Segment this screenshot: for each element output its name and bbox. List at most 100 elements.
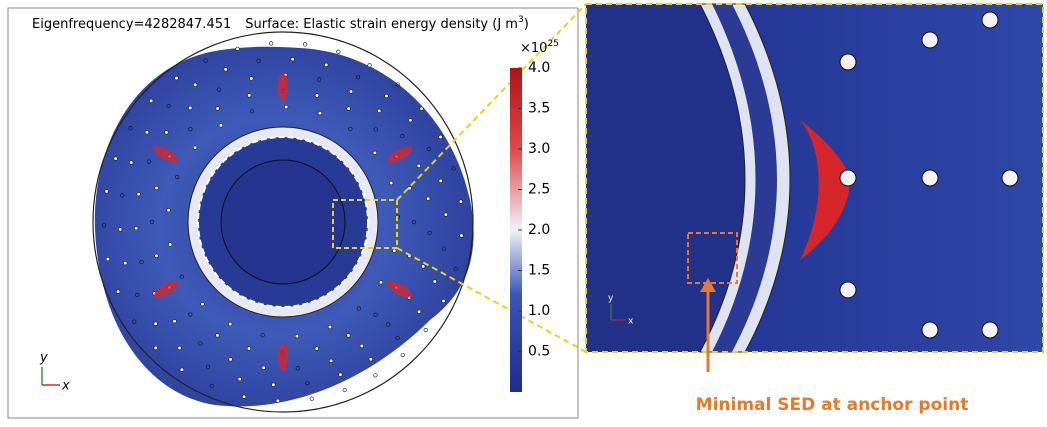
hole xyxy=(193,82,198,87)
hole xyxy=(314,93,320,98)
hole xyxy=(128,125,133,131)
zoom-hole xyxy=(981,321,999,339)
hole xyxy=(228,322,233,327)
hole xyxy=(348,89,354,94)
hole xyxy=(146,159,152,164)
zoom-hole xyxy=(839,169,857,187)
hole xyxy=(269,41,274,46)
hole xyxy=(247,93,252,98)
hole xyxy=(356,306,361,311)
hole xyxy=(275,398,280,404)
hole xyxy=(459,233,464,238)
anchor-box xyxy=(687,232,738,284)
hole xyxy=(342,387,347,393)
hole xyxy=(271,382,276,387)
hole xyxy=(348,126,353,131)
hole xyxy=(205,364,211,369)
eigenfrequency: Eigenfrequency=4282847.451 xyxy=(32,17,231,32)
hole xyxy=(113,156,118,161)
hole xyxy=(241,394,247,399)
stress-lobe xyxy=(278,343,288,371)
hole xyxy=(218,123,224,128)
hole xyxy=(154,253,159,258)
hole xyxy=(166,208,171,213)
hole xyxy=(246,346,252,351)
hole xyxy=(179,274,184,279)
hole xyxy=(164,130,169,135)
hole xyxy=(411,220,417,225)
hole xyxy=(120,193,125,198)
hole xyxy=(438,178,443,183)
hole xyxy=(389,180,394,186)
hole xyxy=(355,75,361,80)
hole xyxy=(329,358,334,364)
hole xyxy=(392,248,397,253)
hole xyxy=(188,127,193,132)
hole xyxy=(129,160,134,165)
hole xyxy=(101,223,107,228)
hole xyxy=(367,63,372,68)
hole xyxy=(378,280,384,285)
axis-label: x xyxy=(61,379,70,394)
hole xyxy=(373,373,378,378)
colorbar-tick-label: 3.0 xyxy=(528,141,550,157)
zoom-hole xyxy=(1001,169,1019,187)
hole xyxy=(338,372,343,377)
hole xyxy=(309,396,314,401)
title: Eigenfrequency=4282847.451 Surface: Elast… xyxy=(32,15,529,32)
hole xyxy=(416,163,421,168)
hole xyxy=(432,279,437,284)
zoom-high-sed xyxy=(800,120,850,260)
hole xyxy=(295,366,300,371)
zoom-guide xyxy=(396,3,587,201)
colorbar-tick-label: 4.0 xyxy=(528,60,550,76)
axis-triad: y x xyxy=(39,351,70,394)
hole xyxy=(136,192,141,197)
hole xyxy=(386,322,391,327)
hole xyxy=(373,312,378,317)
hole xyxy=(408,118,413,123)
hole xyxy=(260,333,265,338)
hole xyxy=(198,341,203,346)
hole xyxy=(421,264,426,269)
hole xyxy=(416,309,422,314)
plate xyxy=(92,31,474,413)
hole xyxy=(105,257,111,262)
hole xyxy=(188,312,193,317)
surface-label: Surface: Elastic strain energy density (… xyxy=(245,17,518,32)
hole xyxy=(372,150,377,155)
colorbar-tick-label: 1.5 xyxy=(528,263,550,279)
colorbar-multiplier: ×1025 xyxy=(520,39,559,56)
multiplier-exponent: 25 xyxy=(547,39,558,49)
zoom-panel: y x xyxy=(585,3,1044,353)
hole xyxy=(144,130,150,135)
zoom-guide xyxy=(396,247,587,353)
hole xyxy=(174,76,179,81)
hole xyxy=(377,108,382,113)
stress-lobe xyxy=(387,146,413,163)
hole xyxy=(427,230,432,235)
colorbar-tick-label: 3.5 xyxy=(528,101,550,117)
hole xyxy=(317,111,323,116)
zoom-inner-disk xyxy=(586,4,745,352)
hole xyxy=(123,261,128,266)
axis-label: y xyxy=(608,294,614,304)
hole xyxy=(373,127,378,132)
hole xyxy=(303,42,308,47)
hole xyxy=(423,327,428,333)
hole xyxy=(203,58,208,63)
hole xyxy=(168,242,173,247)
hole xyxy=(314,346,319,351)
hole xyxy=(419,106,424,111)
hole xyxy=(149,98,154,104)
zoom-hole xyxy=(981,11,999,29)
annotation-arrowhead xyxy=(700,278,716,292)
hole xyxy=(368,357,373,362)
multiplier: ×10 xyxy=(520,41,547,56)
hole xyxy=(284,104,289,110)
hole xyxy=(118,227,123,232)
hole xyxy=(451,166,456,171)
hole xyxy=(188,105,193,111)
